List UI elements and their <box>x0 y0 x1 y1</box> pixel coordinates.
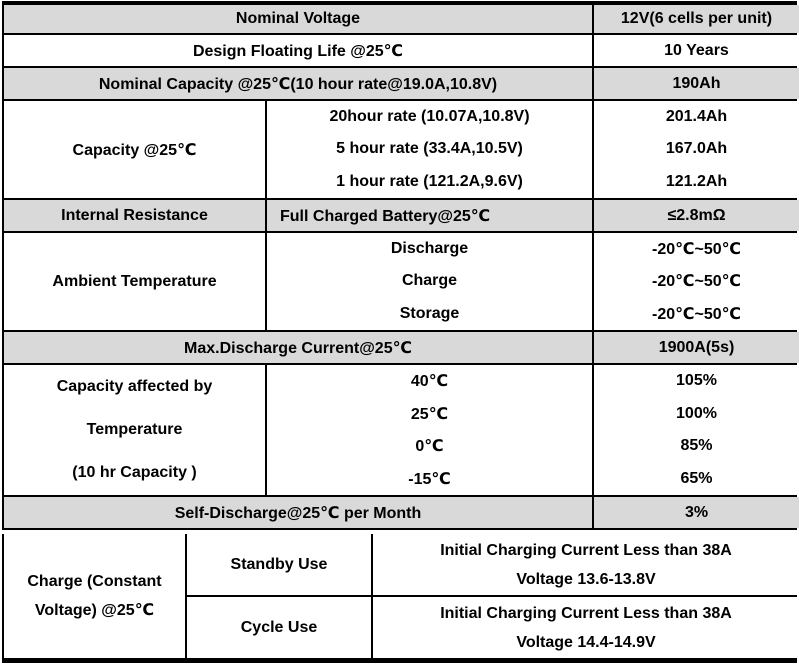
standby-use-spec-line: Voltage 13.6-13.8V <box>516 570 656 588</box>
nominal-capacity-value: 190Ah <box>594 68 799 99</box>
ambient-temperature-value: -20℃~50℃ <box>651 241 741 259</box>
nominal-voltage-label: Nominal Voltage <box>4 5 592 33</box>
capacity-label: Capacity @25℃ <box>4 101 265 198</box>
capacity-rate-values: 201.4Ah 167.0Ah 121.2Ah <box>594 101 799 198</box>
cycle-use-spec-line: Initial Charging Current Less than 38A <box>440 604 732 622</box>
ambient-temperature-value: -20℃~50℃ <box>651 273 741 291</box>
capacity-vs-temperature-label-line: Capacity affected by <box>56 377 213 395</box>
temperature-point-value: 105% <box>676 372 717 390</box>
temperature-point: 0℃ <box>415 438 444 456</box>
spec-table: Nominal Voltage 12V(6 cells per unit) De… <box>2 1 799 530</box>
capacity-rate-value: 167.0Ah <box>665 140 728 158</box>
capacity-vs-temperature-conditions: 40℃ 25℃ 0℃ -15℃ <box>267 365 592 495</box>
temperature-point: -15℃ <box>408 470 451 488</box>
cycle-use-spec: Initial Charging Current Less than 38A V… <box>373 597 799 658</box>
ambient-temperature-label: Ambient Temperature <box>4 233 265 330</box>
ambient-temperature-mode: Discharge <box>390 240 469 258</box>
ambient-temperature-values: -20℃~50℃ -20℃~50℃ -20℃~50℃ <box>594 233 799 330</box>
nominal-voltage-value: 12V(6 cells per unit) <box>594 5 799 33</box>
charge-label: Charge (Constant Voltage) @25℃ <box>4 534 185 658</box>
standby-use-spec: Initial Charging Current Less than 38A V… <box>373 534 799 595</box>
charge-section-table: Charge (Constant Voltage) @25℃ Standby U… <box>2 534 799 663</box>
standby-use-spec-line: Initial Charging Current Less than 38A <box>440 541 732 559</box>
ambient-temperature-mode: Charge <box>401 272 458 290</box>
max-discharge-current-label: Max.Discharge Current@25℃ <box>4 332 592 363</box>
temperature-point-value: 65% <box>680 469 713 487</box>
temperature-point: 25℃ <box>410 405 449 423</box>
capacity-rate-conditions: 20hour rate (10.07A,10.8V) 5 hour rate (… <box>267 101 592 198</box>
capacity-rate-condition: 20hour rate (10.07A,10.8V) <box>329 108 530 126</box>
max-discharge-current-value: 1900A(5s) <box>594 332 799 363</box>
internal-resistance-value: ≤2.8mΩ <box>594 200 799 231</box>
internal-resistance-condition: Full Charged Battery@25℃ <box>267 200 592 231</box>
ambient-temperature-conditions: Discharge Charge Storage <box>267 233 592 330</box>
self-discharge-value: 3% <box>594 497 799 528</box>
ambient-temperature-mode: Storage <box>399 304 460 322</box>
design-floating-life-value: 10 Years <box>594 35 799 66</box>
temperature-point: 40℃ <box>410 373 449 391</box>
capacity-vs-temperature-label-line: Temperature <box>86 420 183 438</box>
self-discharge-label: Self-Discharge@25℃ per Month <box>4 497 592 528</box>
capacity-vs-temperature-values: 105% 100% 85% 65% <box>594 365 799 495</box>
internal-resistance-label: Internal Resistance <box>4 200 265 231</box>
capacity-vs-temperature-label-line: (10 hr Capacity ) <box>72 464 197 482</box>
ambient-temperature-value: -20℃~50℃ <box>651 305 741 323</box>
capacity-rate-condition: 5 hour rate (33.4A,10.5V) <box>336 140 523 158</box>
cycle-use-spec-line: Voltage 14.4-14.9V <box>516 633 656 651</box>
capacity-vs-temperature-label: Capacity affected by Temperature (10 hr … <box>4 365 265 495</box>
temperature-point-value: 85% <box>680 437 713 455</box>
temperature-point-value: 100% <box>676 404 717 422</box>
standby-use-label: Standby Use <box>187 534 371 595</box>
capacity-rate-value: 121.2Ah <box>665 172 728 190</box>
capacity-rate-value: 201.4Ah <box>665 108 728 126</box>
design-floating-life-label: Design Floating Life @25℃ <box>4 35 592 66</box>
charge-label-line: Charge (Constant <box>27 573 162 590</box>
charge-label-line: Voltage) @25℃ <box>34 602 155 619</box>
cycle-use-label: Cycle Use <box>187 597 371 658</box>
capacity-rate-condition: 1 hour rate (121.2A,9.6V) <box>336 172 523 190</box>
nominal-capacity-label: Nominal Capacity @25℃(10 hour rate@19.0A… <box>4 68 592 99</box>
